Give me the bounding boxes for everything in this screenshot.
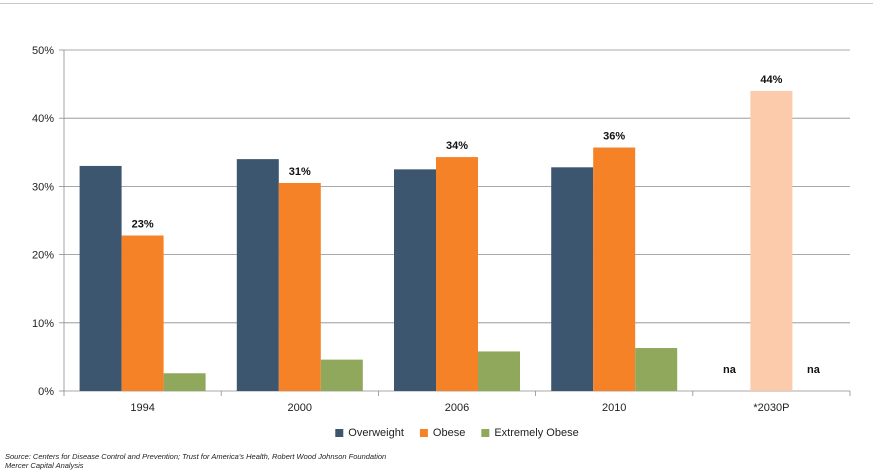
bar-obese bbox=[278, 182, 321, 391]
x-tick-label: 2000 bbox=[288, 402, 312, 414]
y-tick-label: 10% bbox=[32, 318, 54, 330]
bar-obese bbox=[750, 90, 793, 392]
x-tick-label: *2030P bbox=[753, 402, 789, 414]
bar-overweight bbox=[394, 169, 436, 391]
bar-extremely-obese bbox=[478, 351, 520, 391]
bar-extremely-obese bbox=[635, 348, 678, 391]
x-tick-label: 2010 bbox=[602, 402, 626, 414]
y-tick-label: 20% bbox=[32, 250, 54, 262]
bar-obese bbox=[121, 235, 164, 391]
data-label: 36% bbox=[603, 131, 625, 143]
legend-swatch bbox=[335, 429, 344, 437]
data-label: 23% bbox=[132, 219, 154, 231]
bar-extremely-obese bbox=[320, 359, 363, 391]
bar-obese bbox=[436, 157, 478, 391]
x-tick-label: 1994 bbox=[130, 402, 154, 414]
data-label: na bbox=[723, 364, 737, 376]
data-label: 44% bbox=[760, 74, 782, 86]
data-label: 34% bbox=[446, 140, 468, 152]
bar-overweight bbox=[551, 167, 594, 391]
y-tick-label: 30% bbox=[32, 181, 54, 193]
data-label: na bbox=[807, 364, 821, 376]
x-tick-label: 2006 bbox=[445, 402, 469, 414]
source-line-1: Source: Centers for Disease Control and … bbox=[5, 452, 387, 461]
bar-obese bbox=[593, 147, 636, 391]
top-divider bbox=[0, 3, 873, 4]
legend-swatch bbox=[419, 429, 428, 437]
legend-label: Obese bbox=[433, 427, 465, 439]
source-line-2: Mercer Capital Analysis bbox=[5, 461, 84, 470]
data-label: 31% bbox=[289, 166, 311, 178]
legend-label: Overweight bbox=[348, 427, 404, 439]
legend-label: Extremely Obese bbox=[494, 427, 578, 439]
bar-extremely-obese bbox=[163, 373, 206, 391]
bar-overweight bbox=[79, 165, 122, 391]
bar-overweight bbox=[236, 159, 279, 391]
y-tick-label: 50% bbox=[32, 45, 54, 57]
y-tick-label: 40% bbox=[32, 113, 54, 125]
y-tick-label: 0% bbox=[38, 386, 54, 398]
legend-swatch bbox=[481, 429, 490, 437]
source-note: Source: Centers for Disease Control and … bbox=[5, 452, 386, 470]
